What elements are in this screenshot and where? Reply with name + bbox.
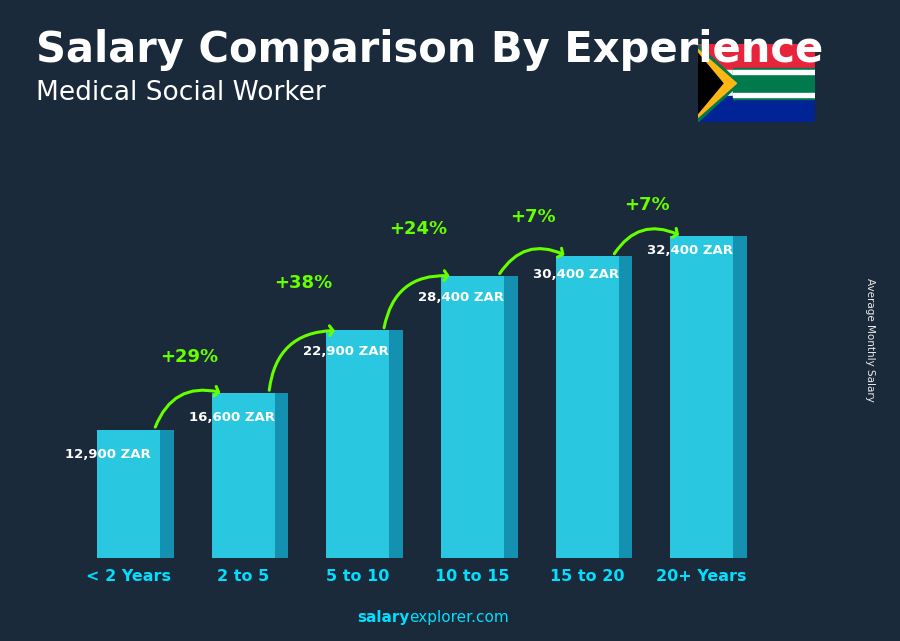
Polygon shape [274, 393, 288, 558]
Bar [212, 393, 274, 558]
Polygon shape [618, 256, 633, 558]
Bar [97, 429, 160, 558]
Bar [698, 96, 814, 122]
Polygon shape [504, 276, 518, 558]
Text: Salary Comparison By Experience: Salary Comparison By Experience [36, 29, 824, 71]
Polygon shape [698, 53, 723, 113]
Text: +7%: +7% [625, 196, 670, 215]
Bar [441, 276, 504, 558]
Polygon shape [160, 429, 174, 558]
Bar [698, 71, 814, 96]
Text: 30,400 ZAR: 30,400 ZAR [533, 268, 618, 281]
Text: 16,600 ZAR: 16,600 ZAR [189, 411, 274, 424]
Polygon shape [734, 237, 747, 558]
Text: 28,400 ZAR: 28,400 ZAR [418, 291, 504, 304]
Text: +7%: +7% [509, 208, 555, 226]
Bar [670, 237, 734, 558]
Bar [327, 331, 390, 558]
Bar [698, 44, 814, 71]
Bar [733, 93, 814, 97]
Bar [733, 68, 814, 99]
Bar [555, 256, 618, 558]
Text: salary: salary [357, 610, 410, 625]
Bar [733, 70, 814, 74]
Polygon shape [698, 44, 741, 122]
Text: 32,400 ZAR: 32,400 ZAR [647, 244, 734, 257]
Text: Medical Social Worker: Medical Social Worker [36, 80, 326, 106]
Polygon shape [698, 49, 736, 118]
Text: +24%: +24% [389, 220, 447, 238]
Text: +38%: +38% [274, 274, 332, 292]
Text: 12,900 ZAR: 12,900 ZAR [65, 447, 151, 460]
Text: 22,900 ZAR: 22,900 ZAR [303, 345, 389, 358]
Polygon shape [390, 331, 403, 558]
Text: Average Monthly Salary: Average Monthly Salary [865, 278, 876, 402]
Text: +29%: +29% [159, 347, 218, 366]
Text: explorer.com: explorer.com [410, 610, 509, 625]
